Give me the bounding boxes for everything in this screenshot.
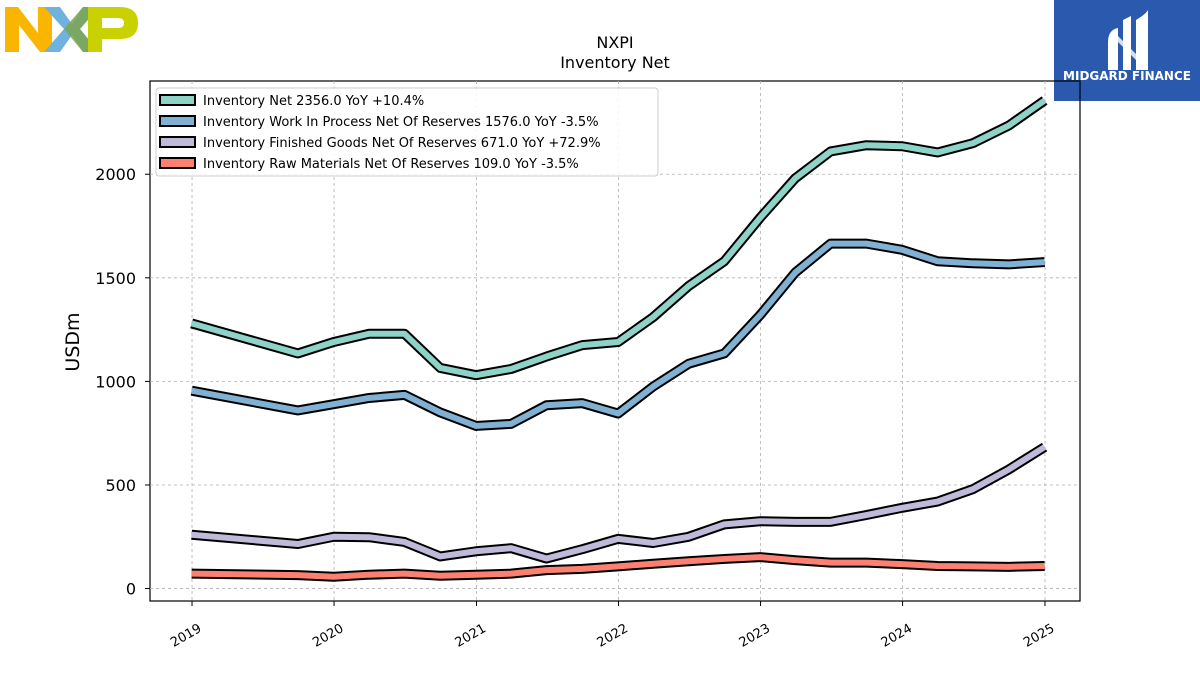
chart-title: NXPI — [596, 33, 633, 52]
legend-label: Inventory Raw Materials Net Of Reserves … — [203, 157, 579, 172]
midgard-logo-icon — [1108, 10, 1148, 70]
series-lines — [190, 96, 1048, 582]
legend-swatch — [159, 136, 196, 148]
y-tick-label: 2000 — [95, 165, 136, 184]
legend-label: Inventory Work In Process Net Of Reserve… — [203, 115, 599, 130]
legend-item: Inventory Work In Process Net Of Reserve… — [159, 115, 599, 130]
legend-label: Inventory Net 2356.0 YoY +10.4% — [203, 94, 424, 109]
series-line — [191, 554, 1045, 580]
series-3 — [191, 552, 1045, 582]
x-tick-label: 2020 — [310, 621, 346, 651]
y-tick-label: 0 — [126, 580, 136, 599]
series-line — [191, 444, 1047, 562]
series-1 — [190, 238, 1045, 431]
legend-label: Inventory Finished Goods Net Of Reserves… — [203, 136, 601, 151]
y-tick-label: 500 — [105, 476, 136, 495]
series-0 — [190, 96, 1048, 381]
x-tick-label: 2022 — [595, 621, 631, 651]
midgard-finance-badge: MIDGARD FINANCE — [1054, 0, 1200, 101]
x-tick-label: 2023 — [737, 621, 773, 651]
y-axis-label: USDm — [62, 312, 84, 371]
x-tick-label: 2024 — [879, 621, 915, 651]
series-line — [190, 98, 1047, 379]
legend-item: Inventory Raw Materials Net Of Reserves … — [159, 157, 579, 172]
y-tick-label: 1000 — [95, 372, 136, 391]
legend-swatch — [159, 94, 196, 106]
chart-subtitle: Inventory Net — [560, 53, 670, 72]
nxp-logo — [5, 7, 138, 52]
x-tick-label: 2025 — [1021, 621, 1057, 651]
series-2 — [191, 442, 1048, 564]
y-tick-label: 1500 — [95, 269, 136, 288]
x-tick-label: 2021 — [453, 621, 489, 651]
series-line — [191, 240, 1045, 429]
legend-box — [155, 87, 659, 177]
x-tick-label: 2019 — [168, 621, 204, 651]
legend-swatch — [159, 115, 196, 127]
legend-item: Inventory Finished Goods Net Of Reserves… — [159, 136, 601, 151]
plot-area — [149, 80, 1081, 602]
axis-ticks: 0 500 1000 1500 2000 2019 2020 2021 2022 2023 2024… — [95, 165, 1057, 651]
publisher-name: MIDGARD FINANCE — [1063, 69, 1191, 83]
legend-item: Inventory Net 2356.0 YoY +10.4% — [159, 94, 424, 109]
legend-swatch — [159, 157, 196, 169]
legend: Inventory Net 2356.0 YoY +10.4% Inventory… — [155, 87, 659, 177]
